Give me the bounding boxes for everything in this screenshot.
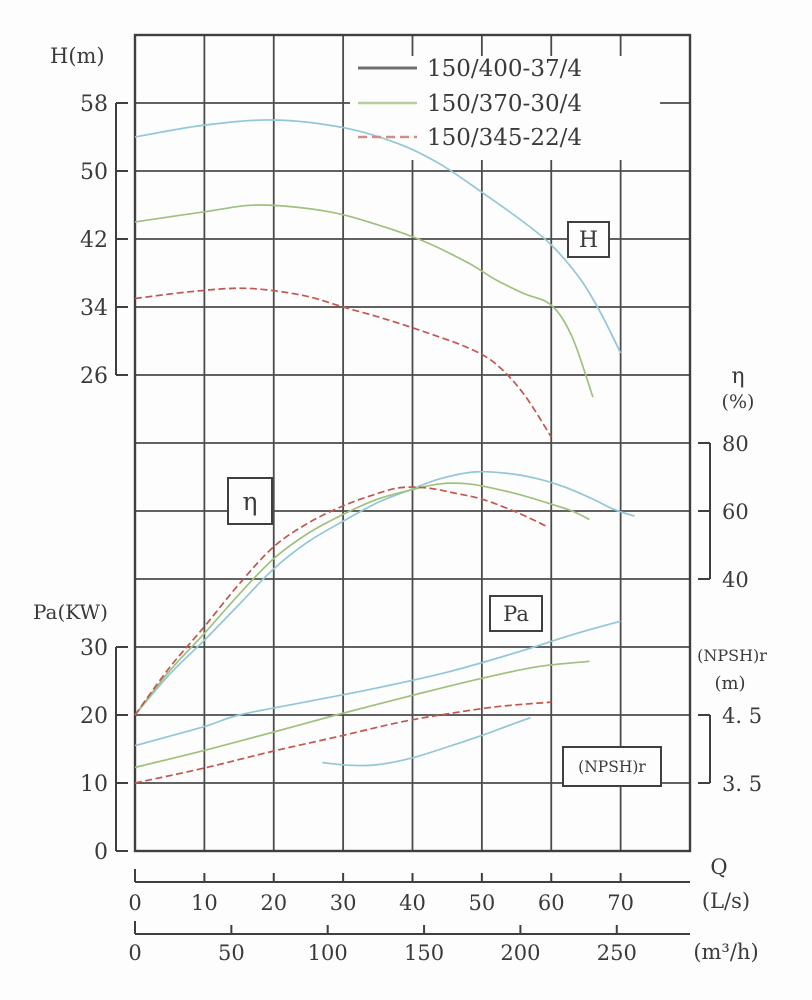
pa-axis-tick-label: 30 — [80, 636, 108, 661]
curve-tag-npsh-label: (NPSH)r — [578, 758, 646, 776]
curve-tag-eta-label: η — [243, 487, 258, 516]
curve-tag-eta: η — [227, 477, 273, 525]
x-axis-m3h-tick-label: 0 — [128, 941, 141, 965]
x-axis-m3h-unit: (m³/h) — [693, 940, 758, 964]
plot-border — [133, 33, 692, 853]
legend-label-0: 150/400-37/4 — [427, 56, 582, 82]
x-axis-m3h-tick-label: 200 — [500, 941, 540, 965]
legend: 150/400-37/4 150/370-30/4 150/345-22/4 — [358, 56, 582, 151]
curve-Pa-150-400-37-4 — [134, 620, 621, 747]
eta-axis-unit: (%) — [722, 391, 755, 413]
x-axis-m3h-tick-label: 250 — [597, 941, 637, 965]
npsh-axis-unit: (m) — [714, 673, 745, 694]
curve-tag-npsh: (NPSH)r — [562, 746, 662, 787]
eta-axis-tick-label: 40 — [722, 568, 749, 592]
h-axis-tick-label: 42 — [80, 228, 108, 253]
npsh-axis-bracket — [698, 714, 711, 784]
x-axis-ls-unit: (L/s) — [702, 889, 750, 913]
legend-item-2: 150/345-22/4 — [358, 125, 582, 151]
curve-Pa-150-370-30-4 — [134, 660, 590, 769]
h-axis-tick-label: 34 — [80, 296, 108, 321]
x-axis-ls-tick-label: 70 — [607, 891, 634, 915]
h-axis-bracket — [115, 102, 128, 376]
x-axis-m3h — [134, 921, 690, 935]
legend-item-1: 150/370-30/4 — [358, 91, 582, 117]
curve-tag-h-box — [567, 221, 610, 258]
legend-label-2: 150/345-22/4 — [427, 125, 582, 151]
h-axis-tick-label: 58 — [80, 92, 108, 117]
curve-NPSHr-150-400-37-4 — [322, 716, 531, 767]
curve-group — [134, 119, 635, 784]
eta-axis-tick-label: 60 — [722, 500, 749, 524]
legend-item-0: 150/400-37/4 — [358, 56, 582, 82]
x-axis-ls-tick-label: 30 — [330, 891, 357, 915]
h-axis-tick-label: 50 — [80, 160, 108, 185]
npsh-axis-tick-label: 3. 5 — [722, 772, 762, 796]
curve-eta-150-370-30-4 — [134, 482, 590, 716]
curve-H-150-400-37-4 — [134, 119, 622, 354]
h-axis-tick-label: 26 — [80, 364, 108, 389]
curve-tag-pa: Pa — [489, 595, 543, 632]
eta-axis-tick-label: 80 — [722, 432, 749, 456]
npsh-axis-tick-label: 4. 5 — [722, 704, 762, 728]
curve-H-150-345-22-4 — [134, 287, 553, 438]
x-axis-ls-tick-label: 10 — [191, 891, 218, 915]
curve-tag-h: H — [567, 221, 610, 258]
curve-tag-eta-box — [227, 477, 273, 525]
x-axis-ls-tick-label: 40 — [399, 891, 426, 915]
h-axis-title: H(m) — [50, 44, 105, 68]
x-axis-ls-tick-label: 20 — [260, 891, 287, 915]
x-axis-m3h-tick-label: 100 — [308, 941, 348, 965]
curve-Pa-150-345-22-4 — [134, 701, 552, 784]
legend-label-1: 150/370-30/4 — [427, 91, 582, 117]
x-axis-title: Q — [710, 855, 727, 879]
pa-axis-tick-label: 10 — [80, 772, 108, 797]
x-axis-ls-tick-label: 50 — [469, 891, 496, 915]
curve-H-150-370-30-4 — [134, 204, 594, 398]
eta-axis-title: η — [731, 364, 744, 389]
x-axis-ls-tick-label: 60 — [538, 891, 565, 915]
legend-background-mask — [350, 56, 660, 160]
curve-tag-npsh-box — [562, 746, 662, 787]
x-axis-ls-tick-label: 0 — [128, 891, 141, 915]
curve-tag-pa-label: Pa — [503, 602, 529, 626]
eta-axis-bracket — [698, 442, 711, 580]
curve-tag-pa-box — [489, 595, 543, 632]
curve-tag-h-label: H — [579, 228, 598, 253]
pa-axis-tick-label: 20 — [80, 704, 108, 729]
pa-axis-title: Pa(KW) — [33, 600, 108, 624]
npsh-axis-title: (NPSH)r — [697, 646, 767, 665]
x-axis-m3h-tick-label: 150 — [404, 941, 444, 965]
curve-eta-150-345-22-4 — [134, 486, 549, 716]
pa-axis-tick-label: 0 — [94, 840, 108, 865]
pa-axis-bracket — [115, 646, 128, 852]
x-axis-m3h-tick-label: 50 — [218, 941, 245, 965]
x-axis-ls — [134, 869, 690, 883]
